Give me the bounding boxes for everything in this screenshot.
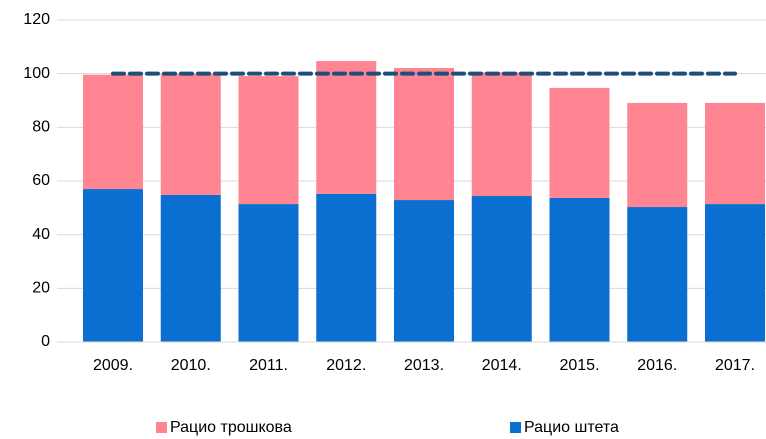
bar-segment bbox=[83, 189, 143, 342]
bar-segment bbox=[316, 193, 377, 342]
bar-segment bbox=[238, 76, 299, 205]
x-tick-label: 2011. bbox=[249, 357, 288, 374]
bar-segment bbox=[627, 207, 688, 342]
bar-segment bbox=[394, 68, 454, 201]
x-tick-label: 2013. bbox=[404, 357, 444, 374]
y-tick-label: 80 bbox=[32, 119, 50, 136]
bar-segment bbox=[160, 73, 221, 195]
y-tick-label: 120 bbox=[23, 11, 50, 28]
y-tick-label: 20 bbox=[32, 280, 50, 297]
y-tick-label: 40 bbox=[32, 226, 50, 243]
x-tick-label: 2015. bbox=[559, 357, 599, 374]
y-tick-label: 100 bbox=[23, 65, 50, 82]
x-tick-label: 2017. bbox=[715, 357, 755, 374]
legend-label: Рацио трошкова bbox=[170, 419, 292, 436]
y-tick-label: 0 bbox=[41, 333, 50, 350]
x-tick-label: 2012. bbox=[326, 357, 366, 374]
x-tick-label: 2010. bbox=[171, 357, 211, 374]
x-tick-label: 2016. bbox=[637, 357, 677, 374]
legend-swatch bbox=[510, 422, 521, 433]
x-tick-label: 2009. bbox=[93, 357, 133, 374]
bar-segment bbox=[238, 204, 299, 342]
bar-segment bbox=[549, 197, 610, 342]
bar-segment bbox=[471, 196, 532, 342]
bar-segment bbox=[394, 200, 454, 342]
bar-segment bbox=[316, 61, 377, 194]
x-tick-label: 2014. bbox=[482, 357, 522, 374]
legend-swatch bbox=[156, 422, 167, 433]
legend-label: Рацио штета bbox=[524, 419, 619, 436]
bar-segment bbox=[471, 72, 532, 197]
bar-segment bbox=[627, 102, 688, 208]
bar-segment bbox=[83, 74, 143, 190]
bar-segment bbox=[549, 87, 610, 198]
bar-segment bbox=[705, 204, 765, 342]
bar-segment bbox=[705, 102, 765, 205]
y-tick-label: 60 bbox=[32, 172, 50, 189]
bar-segment bbox=[160, 194, 221, 342]
